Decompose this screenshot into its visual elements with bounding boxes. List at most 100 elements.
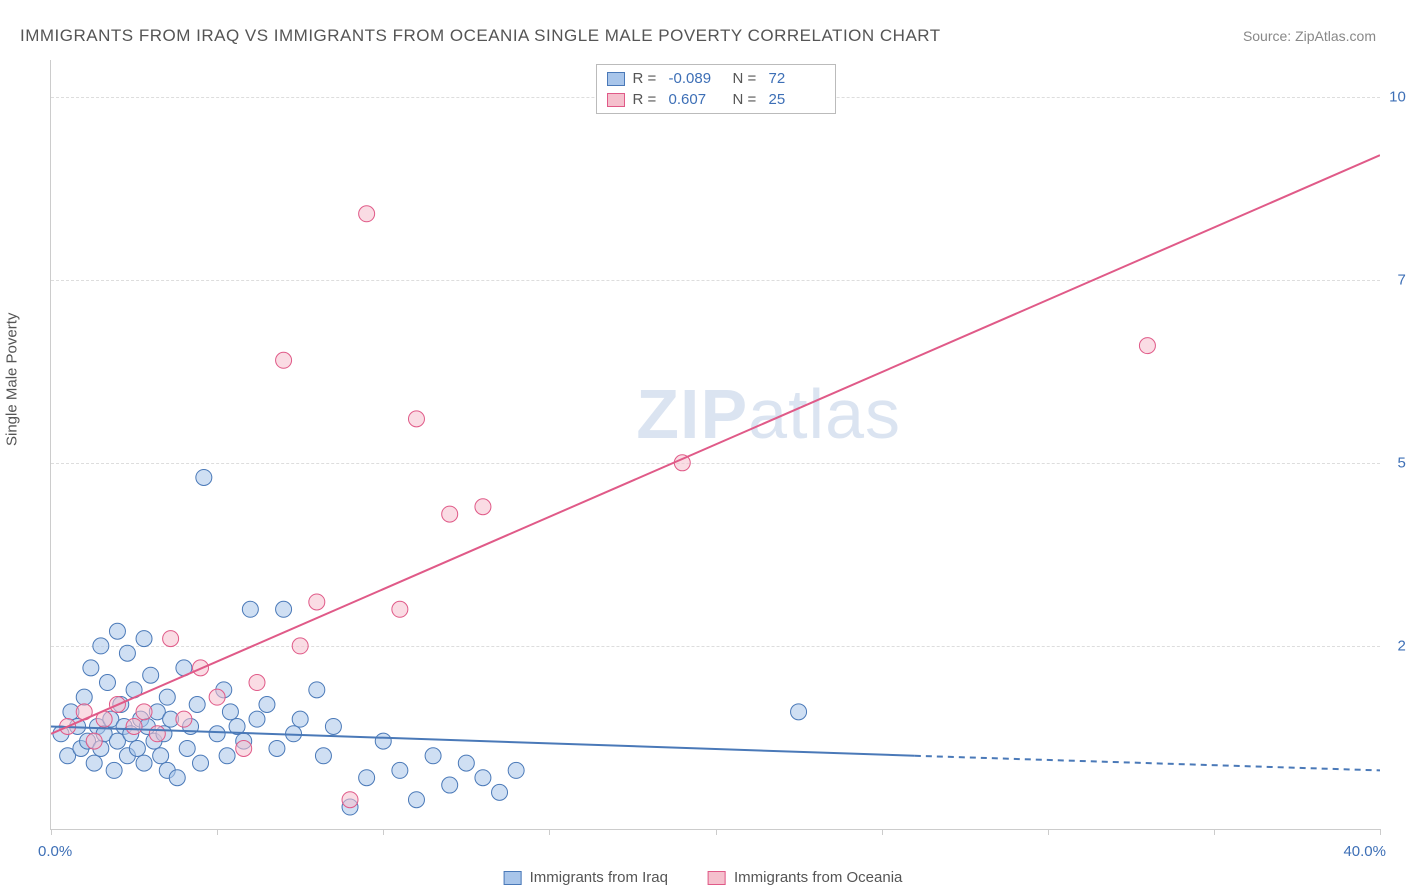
data-point bbox=[159, 689, 175, 705]
data-point bbox=[392, 762, 408, 778]
data-point bbox=[86, 755, 102, 771]
data-point bbox=[475, 499, 491, 515]
data-point bbox=[791, 704, 807, 720]
data-point bbox=[136, 755, 152, 771]
legend-item-series1: Immigrants from Iraq bbox=[504, 869, 668, 886]
data-point bbox=[292, 711, 308, 727]
data-point bbox=[342, 792, 358, 808]
data-point bbox=[196, 469, 212, 485]
data-point bbox=[176, 711, 192, 727]
data-point bbox=[408, 411, 424, 427]
data-point bbox=[129, 740, 145, 756]
data-point bbox=[442, 506, 458, 522]
data-point bbox=[492, 784, 508, 800]
data-point bbox=[508, 762, 524, 778]
data-point bbox=[359, 770, 375, 786]
legend-n-label: N = bbox=[733, 68, 761, 89]
legend-n-value: 72 bbox=[769, 68, 825, 89]
data-point bbox=[276, 601, 292, 617]
x-tick bbox=[1380, 829, 1381, 835]
data-point bbox=[309, 682, 325, 698]
x-tick bbox=[1214, 829, 1215, 835]
y-tick-label: 100.0% bbox=[1385, 88, 1406, 105]
data-point bbox=[249, 675, 265, 691]
data-point bbox=[143, 667, 159, 683]
legend-label: Immigrants from Oceania bbox=[734, 869, 902, 886]
legend-n-value: 25 bbox=[769, 89, 825, 110]
x-tick bbox=[383, 829, 384, 835]
data-point bbox=[219, 748, 235, 764]
chart-svg bbox=[51, 60, 1380, 829]
data-point bbox=[425, 748, 441, 764]
x-tick bbox=[1048, 829, 1049, 835]
data-point bbox=[76, 689, 92, 705]
y-tick-label: 75.0% bbox=[1385, 271, 1406, 288]
legend-r-label: R = bbox=[633, 68, 661, 89]
x-tick bbox=[51, 829, 52, 835]
data-point bbox=[99, 675, 115, 691]
data-point bbox=[269, 740, 285, 756]
data-point bbox=[179, 740, 195, 756]
y-tick-label: 50.0% bbox=[1385, 454, 1406, 471]
legend-stats: R = -0.089 N = 72 R = 0.607 N = 25 bbox=[596, 64, 836, 114]
data-point bbox=[193, 755, 209, 771]
legend-swatch-series1 bbox=[607, 72, 625, 86]
data-point bbox=[106, 762, 122, 778]
trend-line bbox=[915, 756, 1380, 771]
data-point bbox=[169, 770, 185, 786]
data-point bbox=[1139, 338, 1155, 354]
data-point bbox=[126, 718, 142, 734]
data-point bbox=[359, 206, 375, 222]
legend-swatch-series1 bbox=[504, 871, 522, 885]
x-axis-end-label: 40.0% bbox=[1343, 843, 1386, 860]
x-axis-start-label: 0.0% bbox=[38, 843, 72, 860]
legend-n-label: N = bbox=[733, 89, 761, 110]
trend-line bbox=[51, 155, 1380, 734]
legend-stats-row-2: R = 0.607 N = 25 bbox=[607, 89, 825, 110]
data-point bbox=[83, 660, 99, 676]
data-point bbox=[222, 704, 238, 720]
data-point bbox=[119, 645, 135, 661]
page-title: IMMIGRANTS FROM IRAQ VS IMMIGRANTS FROM … bbox=[20, 26, 941, 46]
data-point bbox=[149, 726, 165, 742]
x-tick bbox=[217, 829, 218, 835]
data-point bbox=[458, 755, 474, 771]
legend-series: Immigrants from Iraq Immigrants from Oce… bbox=[504, 869, 903, 886]
legend-item-series2: Immigrants from Oceania bbox=[708, 869, 902, 886]
data-point bbox=[209, 689, 225, 705]
legend-swatch-series2 bbox=[708, 871, 726, 885]
data-point bbox=[209, 726, 225, 742]
data-point bbox=[375, 733, 391, 749]
data-point bbox=[153, 748, 169, 764]
data-point bbox=[109, 623, 125, 639]
data-point bbox=[475, 770, 491, 786]
y-tick-label: 25.0% bbox=[1385, 637, 1406, 654]
data-point bbox=[309, 594, 325, 610]
data-point bbox=[325, 718, 341, 734]
data-point bbox=[408, 792, 424, 808]
legend-r-value: -0.089 bbox=[669, 68, 725, 89]
data-point bbox=[315, 748, 331, 764]
x-tick bbox=[716, 829, 717, 835]
data-point bbox=[249, 711, 265, 727]
data-point bbox=[86, 733, 102, 749]
data-point bbox=[242, 601, 258, 617]
data-point bbox=[93, 638, 109, 654]
data-point bbox=[136, 704, 152, 720]
data-point bbox=[163, 631, 179, 647]
source-attribution: Source: ZipAtlas.com bbox=[1243, 28, 1376, 44]
x-tick bbox=[882, 829, 883, 835]
data-point bbox=[292, 638, 308, 654]
legend-stats-row-1: R = -0.089 N = 72 bbox=[607, 68, 825, 89]
x-tick bbox=[549, 829, 550, 835]
data-point bbox=[236, 740, 252, 756]
legend-swatch-series2 bbox=[607, 93, 625, 107]
data-point bbox=[392, 601, 408, 617]
data-point bbox=[442, 777, 458, 793]
legend-label: Immigrants from Iraq bbox=[530, 869, 668, 886]
chart-area: ZIPatlas R = -0.089 N = 72 R = 0.607 N =… bbox=[50, 60, 1380, 830]
data-point bbox=[189, 696, 205, 712]
data-point bbox=[136, 631, 152, 647]
legend-r-label: R = bbox=[633, 89, 661, 110]
legend-r-value: 0.607 bbox=[669, 89, 725, 110]
